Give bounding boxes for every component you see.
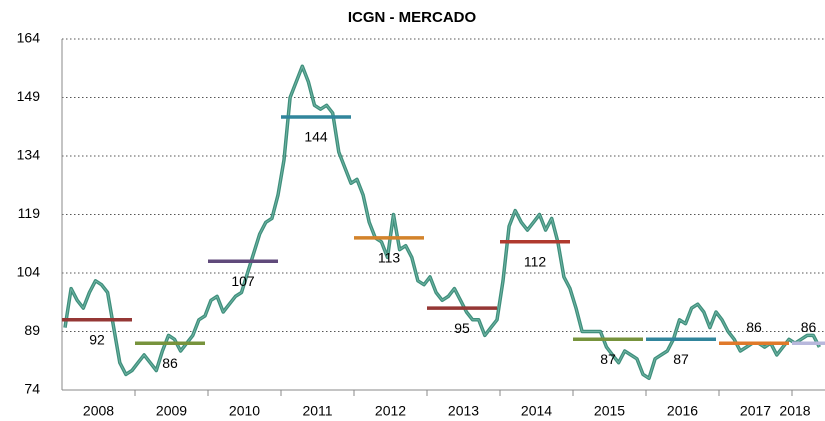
chart-title: ICGN - MERCADO: [348, 9, 477, 26]
y-tick-label: 119: [18, 205, 41, 221]
x-tick-label: 2014: [521, 403, 552, 419]
y-tick-label: 89: [24, 322, 40, 338]
x-tick-label: 2011: [302, 403, 332, 419]
average-label: 87: [600, 351, 616, 367]
y-tick-label: 149: [17, 88, 41, 104]
average-label: 112: [524, 254, 547, 270]
x-tick-label: 2010: [229, 403, 260, 419]
x-tick-label: 2008: [83, 403, 114, 419]
average-label: 86: [746, 319, 762, 335]
average-label: 95: [454, 320, 470, 336]
x-tick-label: 2013: [448, 403, 479, 419]
average-label: 87: [673, 351, 689, 367]
y-tick-label: 74: [24, 381, 40, 397]
line-highlight: [64, 65, 820, 379]
average-label: 144: [304, 129, 328, 145]
x-tick-label: 2018: [779, 403, 810, 419]
average-label: 113: [378, 250, 401, 266]
x-tick-label: 2016: [667, 403, 698, 419]
average-label: 92: [89, 332, 105, 348]
x-tick-label: 2009: [156, 403, 187, 419]
average-label: 86: [162, 355, 178, 371]
y-tick-label: 164: [17, 30, 41, 46]
average-label: 107: [231, 273, 255, 289]
x-tick-label: 2015: [594, 403, 625, 419]
x-tick-label: 2012: [375, 403, 406, 419]
y-tick-label: 104: [17, 264, 41, 280]
average-label: 86: [801, 319, 817, 335]
x-tick-label: 2017: [740, 403, 771, 419]
y-tick-label: 134: [17, 147, 41, 163]
